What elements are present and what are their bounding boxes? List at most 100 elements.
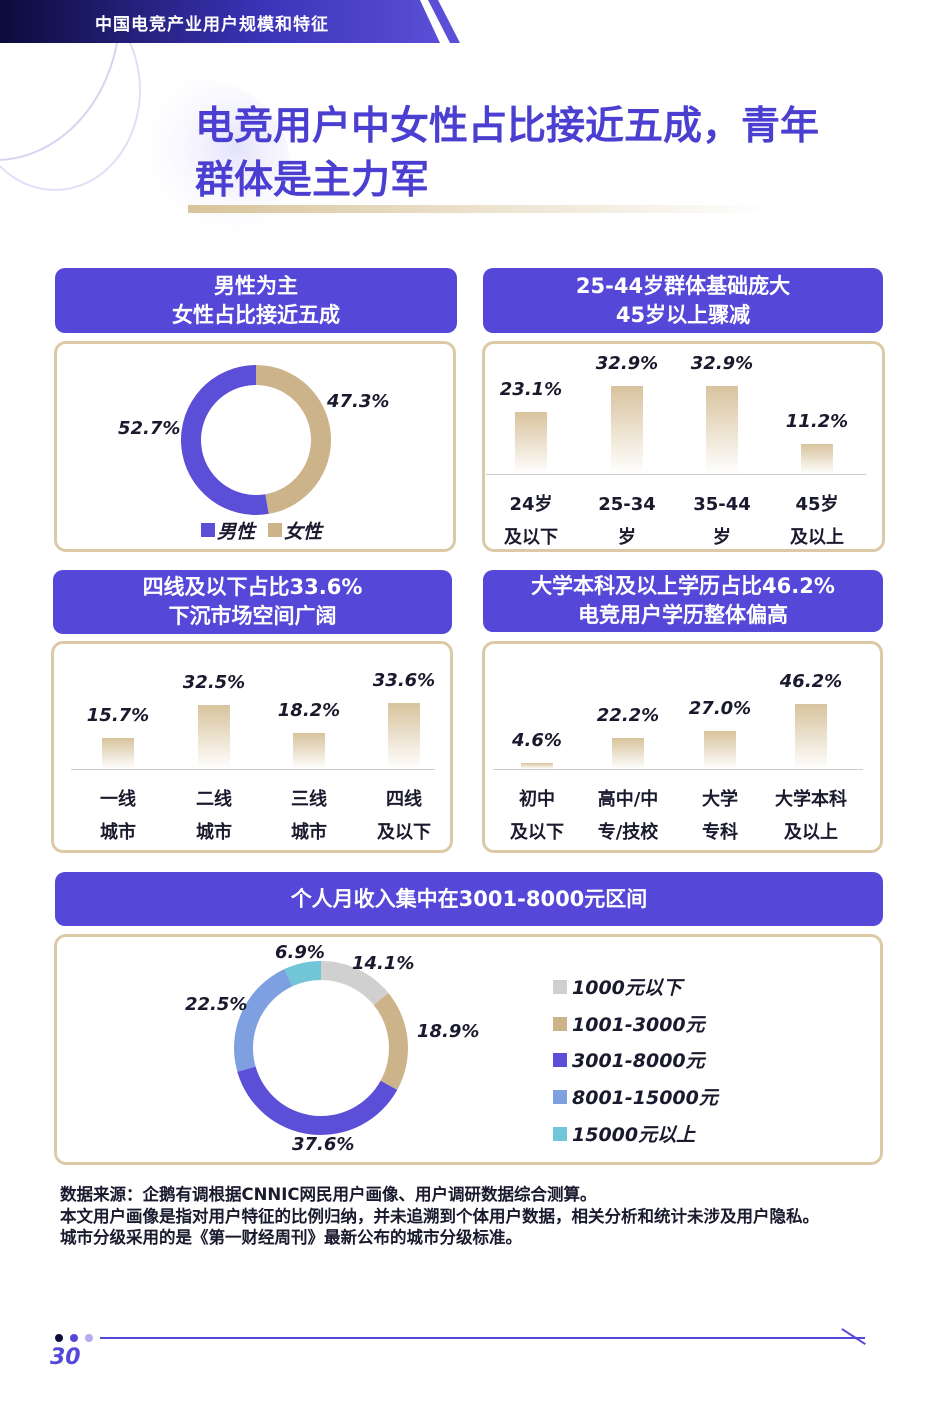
- value-label-3: 11.2%: [785, 411, 849, 433]
- donut-slice-0: [321, 961, 389, 1005]
- legend-male: 男性: [217, 521, 256, 543]
- title-line-1: 电竞用户中女性占比接近五成，青年: [195, 104, 820, 149]
- category-label-3: 四线: [386, 789, 422, 810]
- footer-line: [100, 1337, 865, 1339]
- note-source: 数据来源：企鹅有调根据CNNIC网民用户画像、用户调研数据综合测算。: [60, 1185, 597, 1204]
- bar-1: [611, 386, 643, 474]
- bar-1: [612, 737, 644, 769]
- page-title: 电竞用户中女性占比接近五成，青年 群体是主力军: [195, 100, 895, 208]
- donut-slice-3: [234, 969, 293, 1072]
- bar-2: [704, 730, 736, 769]
- category-label-0: 初中: [519, 789, 555, 810]
- legend-swatch-3: [553, 1090, 567, 1105]
- panel-header-education: 大学本科及以上学历占比46.2% 电竞用户学历整体偏高: [483, 570, 883, 632]
- footer-dot: [55, 1334, 63, 1342]
- category-label-3: 及以上: [790, 527, 844, 548]
- category-label-3: 45岁: [795, 494, 839, 515]
- category-label-1: 二线: [196, 789, 232, 810]
- value-label-1: 18.9%: [417, 1021, 480, 1042]
- panel-header-income: 个人月收入集中在3001-8000元区间: [55, 872, 883, 926]
- value-label-3: 22.5%: [185, 994, 248, 1015]
- footer-dot: [70, 1334, 78, 1342]
- legend-swatch-0: [553, 980, 567, 994]
- section-header-bar: [0, 0, 440, 43]
- bar-2: [293, 733, 325, 769]
- value-label-0: 14.1%: [352, 953, 415, 974]
- legend-swatch-2: [553, 1053, 567, 1068]
- category-label-1: 25-34: [598, 494, 656, 515]
- panel-income: [54, 934, 883, 1165]
- panel-header-line: 下沉市场空间广阔: [168, 604, 337, 628]
- value-label-3: 46.2%: [779, 670, 843, 692]
- legend-item-4: 15000元以上: [572, 1123, 696, 1146]
- bar-3: [795, 703, 827, 769]
- legend-swatch-female: [268, 523, 282, 537]
- category-label-1: 城市: [196, 822, 232, 843]
- note-privacy: 本文用户画像是指对用户特征的比例归纳，并未追溯到个体用户数据，相关分析和统计未涉…: [60, 1206, 819, 1226]
- category-label-2: 大学: [702, 789, 738, 810]
- donut-slice-2: [237, 1066, 398, 1135]
- donut-slice-1: [373, 992, 408, 1090]
- panel-header-line: 男性为主: [214, 273, 298, 298]
- footer-dot: [85, 1334, 93, 1342]
- title-line-2: 群体是主力军: [195, 158, 430, 203]
- legend-item-1: 1001-3000元: [572, 1013, 705, 1036]
- value-label-female: 47.3%: [327, 391, 390, 412]
- footnotes: 数据来源：企鹅有调根据CNNIC网民用户画像、用户调研数据综合测算。 本文用户画…: [60, 1184, 890, 1249]
- category-label-0: 及以下: [504, 527, 558, 548]
- category-label-0: 城市: [100, 822, 136, 843]
- panel-header-gender: 男性为主女性占比接近五成: [55, 268, 457, 333]
- bar-3: [801, 444, 833, 474]
- bar-1: [198, 705, 230, 769]
- legend-swatch-1: [553, 1016, 567, 1031]
- panel-header-line: 个人月收入集中在3001-8000元区间: [290, 886, 648, 911]
- value-label-3: 33.6%: [372, 670, 436, 692]
- panel-header-city: 四线及以下占比33.6% 下沉市场空间广阔: [53, 570, 452, 634]
- value-label-0: 15.7%: [86, 705, 150, 727]
- category-label-3: 及以下: [377, 822, 431, 843]
- x-axis-line: [71, 769, 435, 770]
- category-label-2: 岁: [713, 527, 731, 548]
- category-label-2: 专科: [702, 822, 738, 843]
- value-label-2: 18.2%: [277, 700, 341, 722]
- value-label-4: 6.9%: [275, 942, 325, 963]
- value-label-0: 4.6%: [512, 729, 562, 751]
- x-axis-line: [486, 474, 866, 475]
- note-city-tier: 城市分级采用的是《第一财经周刊》最新公布的城市分级标准。: [60, 1228, 522, 1247]
- decor-circle: [0, 0, 141, 191]
- panel-header-line: 25-44岁群体基础庞大: [575, 273, 791, 298]
- value-label-2: 32.9%: [690, 353, 754, 375]
- category-label-3: 及以上: [784, 822, 838, 843]
- value-label-1: 32.5%: [182, 672, 246, 694]
- value-label-0: 23.1%: [499, 379, 563, 401]
- value-label-male: 52.7%: [118, 418, 181, 439]
- bar-3: [388, 703, 420, 769]
- bar-0: [521, 762, 553, 769]
- category-label-2: 三线: [291, 789, 327, 810]
- title-underline: [188, 205, 773, 213]
- bar-0: [102, 738, 134, 769]
- category-label-1: 岁: [618, 527, 636, 548]
- panel-header-age: 25-44岁群体基础庞大 45岁以上骤减: [483, 268, 883, 333]
- category-label-0: 及以下: [510, 822, 564, 843]
- x-axis-line: [493, 769, 863, 770]
- category-label-2: 35-44: [693, 494, 751, 515]
- category-label-0: 一线: [100, 789, 136, 810]
- gender-donut: [181, 365, 331, 515]
- panel-header-line: 大学本科及以上学历占比46.2%: [531, 574, 835, 598]
- page-number: 30: [50, 1345, 81, 1370]
- legend-swatch-4: [553, 1126, 567, 1141]
- category-label-1: 专/技校: [597, 822, 659, 843]
- category-label-3: 大学本科: [775, 789, 847, 810]
- section-title: 中国电竞产业用户规模和特征: [95, 15, 329, 35]
- donut-slice-female: [256, 365, 331, 514]
- bar-2: [706, 386, 738, 474]
- value-label-1: 32.9%: [595, 353, 659, 375]
- legend-item-3: 8001-15000元: [572, 1087, 718, 1110]
- legend-item-2: 3001-8000元: [572, 1050, 705, 1073]
- legend-item-0: 1000元以下: [572, 977, 682, 999]
- value-label-2: 27.0%: [688, 697, 752, 719]
- panel-header-line: 电竞用户学历整体偏高: [578, 603, 788, 627]
- panel-header-line: 女性占比接近五成: [172, 302, 340, 327]
- donut-slice-4: [284, 961, 321, 987]
